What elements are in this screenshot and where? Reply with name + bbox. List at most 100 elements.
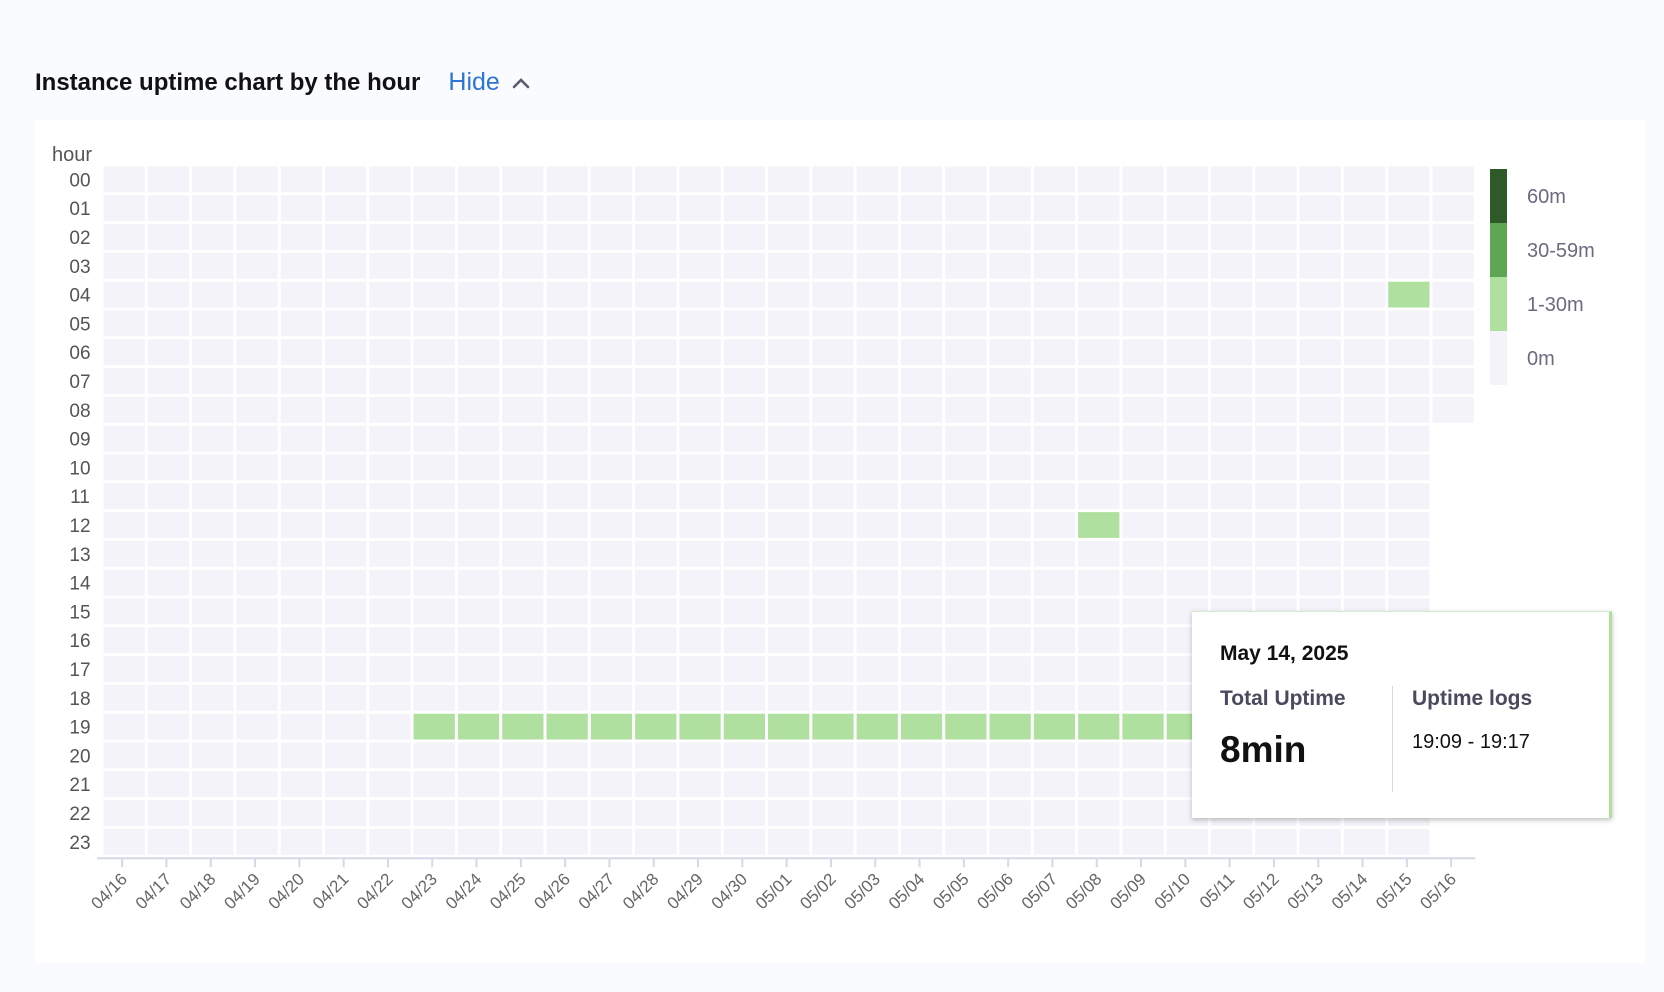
heatmap-cell[interactable]: [635, 252, 677, 279]
heatmap-cell[interactable]: [325, 656, 367, 682]
heatmap-cell[interactable]: [812, 540, 854, 567]
heatmap-cell[interactable]: [723, 713, 765, 740]
heatmap-cell[interactable]: [192, 800, 234, 826]
heatmap-cell[interactable]: [1299, 483, 1341, 510]
heatmap-cell[interactable]: [635, 684, 677, 711]
heatmap-cell[interactable]: [546, 598, 588, 625]
heatmap-cell[interactable]: [502, 627, 544, 654]
heatmap-cell[interactable]: [325, 742, 367, 769]
heatmap-cell[interactable]: [457, 224, 500, 250]
heatmap-cell[interactable]: [1033, 828, 1076, 855]
heatmap-cell[interactable]: [280, 454, 322, 481]
heatmap-cell[interactable]: [413, 800, 455, 826]
heatmap-cell[interactable]: [590, 252, 633, 279]
heatmap-cell[interactable]: [679, 656, 721, 682]
heatmap-cell[interactable]: [457, 396, 500, 423]
heatmap-cell[interactable]: [502, 224, 544, 250]
heatmap-cell[interactable]: [502, 684, 544, 711]
heatmap-cell[interactable]: [236, 771, 278, 798]
heatmap-cell[interactable]: [945, 425, 987, 452]
heatmap-cell[interactable]: [723, 540, 765, 567]
heatmap-cell[interactable]: [1122, 713, 1164, 740]
heatmap-cell[interactable]: [1166, 339, 1208, 366]
heatmap-cell[interactable]: [590, 483, 633, 510]
heatmap-cell[interactable]: [1299, 512, 1341, 538]
heatmap-cell[interactable]: [1432, 281, 1474, 308]
heatmap-cell[interactable]: [147, 742, 190, 769]
heatmap-cell[interactable]: [502, 540, 544, 567]
heatmap-cell[interactable]: [192, 828, 234, 855]
heatmap-cell[interactable]: [1343, 281, 1386, 308]
heatmap-cell[interactable]: [325, 339, 367, 366]
heatmap-cell[interactable]: [1432, 252, 1474, 279]
heatmap-cell[interactable]: [1211, 454, 1253, 481]
heatmap-cell[interactable]: [1255, 252, 1297, 279]
heatmap-cell[interactable]: [1033, 540, 1076, 567]
heatmap-cell[interactable]: [856, 598, 898, 625]
hide-toggle-button[interactable]: Hide: [448, 68, 530, 97]
heatmap-cell[interactable]: [502, 425, 544, 452]
heatmap-cell[interactable]: [147, 684, 190, 711]
heatmap-cell[interactable]: [1343, 368, 1386, 394]
heatmap-cell[interactable]: [768, 627, 810, 654]
heatmap-cell[interactable]: [502, 656, 544, 682]
heatmap-cell[interactable]: [1122, 368, 1164, 394]
heatmap-cell[interactable]: [723, 684, 765, 711]
heatmap-cell[interactable]: [1122, 656, 1164, 682]
heatmap-cell[interactable]: [192, 569, 234, 596]
heatmap-cell[interactable]: [635, 368, 677, 394]
heatmap-cell[interactable]: [1166, 281, 1208, 308]
heatmap-cell[interactable]: [989, 368, 1031, 394]
heatmap-cell[interactable]: [502, 166, 544, 193]
heatmap-cell[interactable]: [812, 684, 854, 711]
heatmap-cell[interactable]: [1299, 166, 1341, 193]
heatmap-cell[interactable]: [502, 742, 544, 769]
heatmap-cell[interactable]: [723, 800, 765, 826]
heatmap-cell[interactable]: [723, 224, 765, 250]
heatmap-cell[interactable]: [812, 310, 854, 337]
heatmap-cell[interactable]: [457, 339, 500, 366]
heatmap-cell[interactable]: [945, 742, 987, 769]
heatmap-cell[interactable]: [856, 281, 898, 308]
heatmap-cell[interactable]: [635, 569, 677, 596]
heatmap-cell[interactable]: [280, 483, 322, 510]
heatmap-cell[interactable]: [1432, 195, 1474, 222]
heatmap-cell[interactable]: [856, 339, 898, 366]
heatmap-cell[interactable]: [1033, 339, 1076, 366]
heatmap-cell[interactable]: [900, 281, 943, 308]
heatmap-cell[interactable]: [280, 627, 322, 654]
heatmap-cell[interactable]: [723, 627, 765, 654]
heatmap-cell[interactable]: [457, 569, 500, 596]
heatmap-cell[interactable]: [1122, 684, 1164, 711]
heatmap-cell[interactable]: [369, 224, 411, 250]
heatmap-cell[interactable]: [280, 800, 322, 826]
heatmap-cell[interactable]: [856, 195, 898, 222]
heatmap-cell[interactable]: [457, 195, 500, 222]
heatmap-cell[interactable]: [236, 742, 278, 769]
heatmap-cell[interactable]: [1388, 339, 1430, 366]
heatmap-cell[interactable]: [989, 540, 1031, 567]
heatmap-cell[interactable]: [812, 742, 854, 769]
heatmap-cell[interactable]: [546, 483, 588, 510]
heatmap-cell[interactable]: [590, 684, 633, 711]
heatmap-cell[interactable]: [635, 339, 677, 366]
heatmap-cell[interactable]: [989, 512, 1031, 538]
heatmap-cell[interactable]: [192, 483, 234, 510]
heatmap-cell[interactable]: [325, 454, 367, 481]
heatmap-cell[interactable]: [989, 684, 1031, 711]
heatmap-cell[interactable]: [413, 569, 455, 596]
heatmap-cell[interactable]: [147, 368, 190, 394]
heatmap-cell[interactable]: [590, 800, 633, 826]
heatmap-cell[interactable]: [1388, 252, 1430, 279]
heatmap-cell[interactable]: [192, 396, 234, 423]
heatmap-cell[interactable]: [1078, 339, 1120, 366]
heatmap-cell[interactable]: [1432, 368, 1474, 394]
heatmap-cell[interactable]: [103, 310, 145, 337]
heatmap-cell[interactable]: [103, 252, 145, 279]
heatmap-cell[interactable]: [590, 540, 633, 567]
heatmap-cell[interactable]: [768, 540, 810, 567]
heatmap-cell[interactable]: [325, 396, 367, 423]
heatmap-cell[interactable]: [192, 598, 234, 625]
heatmap-cell[interactable]: [945, 454, 987, 481]
heatmap-cell[interactable]: [679, 195, 721, 222]
